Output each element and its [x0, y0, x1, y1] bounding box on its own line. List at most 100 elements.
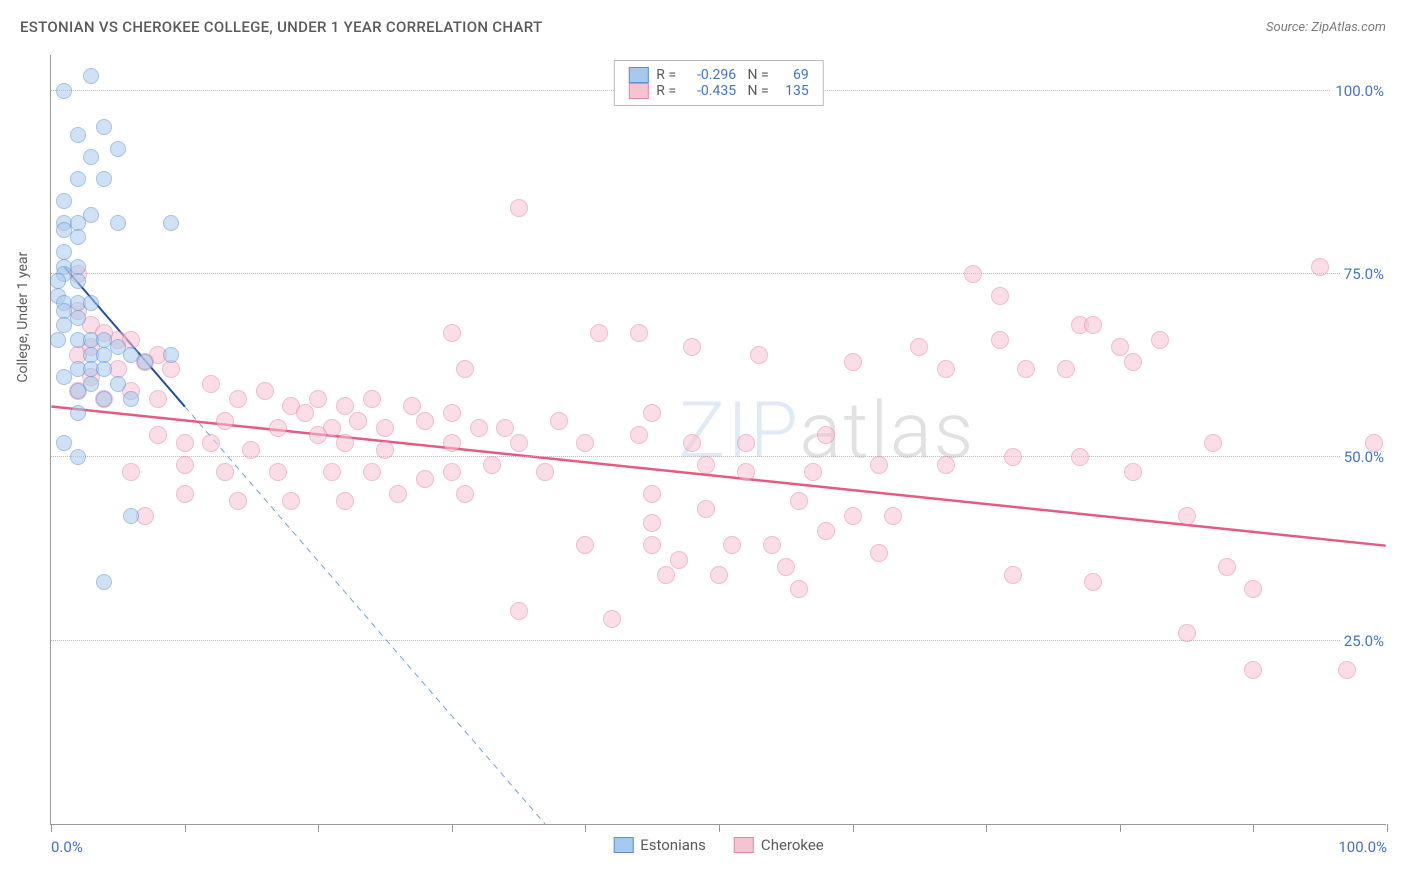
data-point — [496, 419, 514, 437]
data-point — [416, 470, 434, 488]
data-point — [96, 171, 112, 187]
series-legend: Estonians Cherokee — [613, 836, 824, 854]
data-point — [56, 193, 72, 209]
data-point — [884, 507, 902, 525]
data-point — [56, 83, 72, 99]
data-point — [229, 492, 247, 510]
data-point — [710, 566, 728, 584]
data-point — [336, 434, 354, 452]
legend-row-estonians: R = -0.296 N = 69 — [628, 67, 808, 83]
data-point — [443, 463, 461, 481]
data-point — [777, 558, 795, 576]
data-point — [443, 434, 461, 452]
data-point — [576, 536, 594, 554]
scatter-chart: College, Under 1 year ZIPatlas R = -0.29… — [50, 55, 1386, 825]
data-point — [643, 404, 661, 422]
data-point — [670, 551, 688, 569]
data-point — [630, 426, 648, 444]
data-point — [1338, 661, 1356, 679]
swatch-estonians-bottom — [613, 837, 633, 853]
data-point — [96, 119, 112, 135]
data-point — [817, 426, 835, 444]
data-point — [750, 346, 768, 364]
swatch-cherokee — [628, 83, 648, 99]
data-point — [1124, 353, 1142, 371]
data-point — [83, 149, 99, 165]
data-point — [643, 536, 661, 554]
data-point — [1204, 434, 1222, 452]
y-tick-label: 100.0% — [1331, 82, 1388, 100]
data-point — [70, 449, 86, 465]
data-point — [456, 360, 474, 378]
data-point — [403, 397, 421, 415]
data-point — [991, 287, 1009, 305]
data-point — [456, 485, 474, 503]
trend-lines — [51, 55, 1386, 824]
data-point — [1365, 434, 1383, 452]
x-tick-label: 0.0% — [51, 838, 83, 856]
data-point — [309, 426, 327, 444]
legend-item-cherokee: Cherokee — [734, 836, 824, 854]
data-point — [1178, 624, 1196, 642]
legend-label: Cherokee — [761, 836, 824, 854]
data-point — [70, 171, 86, 187]
data-point — [723, 536, 741, 554]
data-point — [443, 404, 461, 422]
data-point — [697, 456, 715, 474]
data-point — [242, 441, 260, 459]
data-point — [110, 141, 126, 157]
data-point — [216, 463, 234, 481]
data-point — [590, 324, 608, 342]
x-tick — [1253, 824, 1254, 832]
gridline — [51, 273, 1386, 274]
data-point — [282, 492, 300, 510]
data-point — [176, 456, 194, 474]
data-point — [470, 419, 488, 437]
data-point — [1151, 331, 1169, 349]
data-point — [991, 331, 1009, 349]
n-value-cherokee: 135 — [777, 83, 809, 99]
data-point — [56, 244, 72, 260]
data-point — [149, 390, 167, 408]
data-point — [123, 391, 139, 407]
data-point — [937, 360, 955, 378]
data-point — [70, 383, 86, 399]
data-point — [163, 347, 179, 363]
correlation-legend: R = -0.296 N = 69 R = -0.435 N = 135 — [613, 60, 823, 106]
data-point — [737, 463, 755, 481]
data-point — [1244, 661, 1262, 679]
data-point — [443, 324, 461, 342]
r-value-estonians: -0.296 — [684, 67, 736, 83]
data-point — [510, 602, 528, 620]
data-point — [844, 353, 862, 371]
data-point — [389, 485, 407, 503]
x-tick — [185, 824, 186, 832]
data-point — [1004, 566, 1022, 584]
data-point — [50, 273, 66, 289]
data-point — [176, 434, 194, 452]
data-point — [309, 390, 327, 408]
data-point — [790, 580, 808, 598]
data-point — [96, 361, 112, 377]
x-tick — [719, 824, 720, 832]
data-point — [536, 463, 554, 481]
x-tick — [986, 824, 987, 832]
n-value-estonians: 69 — [777, 67, 809, 83]
x-tick — [51, 824, 52, 832]
data-point — [296, 404, 314, 422]
x-tick-label: 100.0% — [1338, 838, 1387, 856]
data-point — [269, 463, 287, 481]
data-point — [70, 405, 86, 421]
data-point — [96, 347, 112, 363]
data-point — [83, 207, 99, 223]
x-tick — [318, 824, 319, 832]
x-tick — [853, 824, 854, 832]
data-point — [70, 229, 86, 245]
data-point — [83, 68, 99, 84]
data-point — [1004, 448, 1022, 466]
data-point — [910, 338, 928, 356]
r-value-cherokee: -0.435 — [684, 83, 736, 99]
data-point — [964, 265, 982, 283]
data-point — [643, 514, 661, 532]
data-point — [1311, 258, 1329, 276]
